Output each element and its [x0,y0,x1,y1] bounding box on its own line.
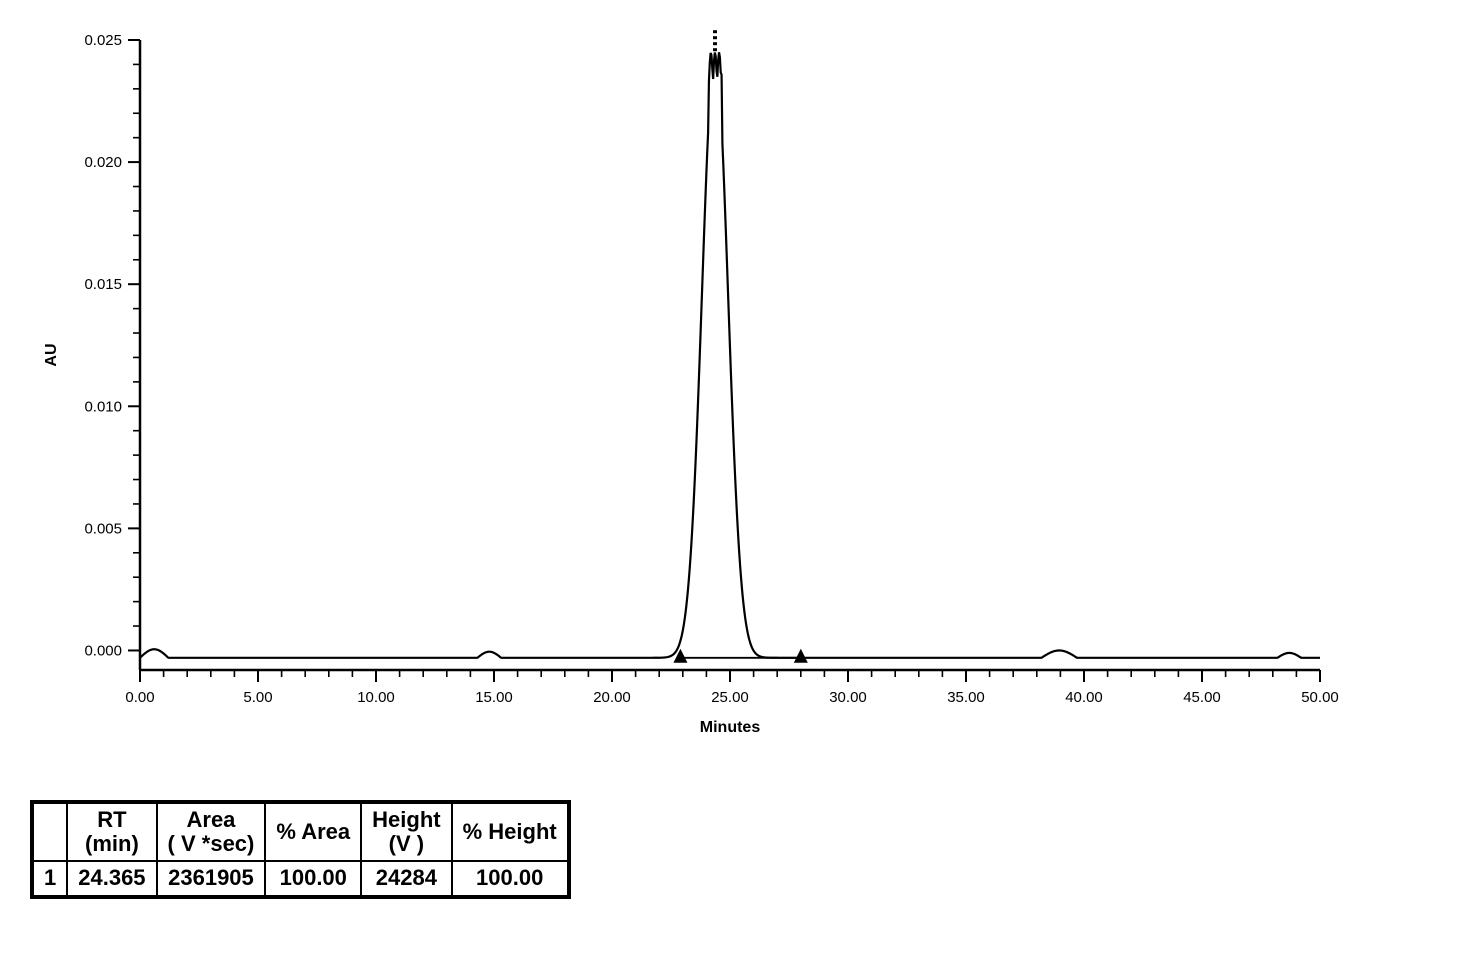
svg-text:Minutes: Minutes [700,719,761,736]
chromatogram-svg: 0.00 5.00 10.00 15.00 20.00 25.00 30.00 35.00 40… [30,20,1340,750]
chromatogram-chart: 0.00 5.00 10.00 15.00 20.00 25.00 30.00 35.00 40… [30,20,1340,750]
peak-table-wrap: RT(min)Area( V *sec)% AreaHeight(V )% He… [30,800,571,899]
svg-text:0.020: 0.020 [84,154,122,171]
svg-text:40.00: 40.00 [1065,689,1103,706]
peak-table-header: % Height [452,802,569,861]
page: 0.00 5.00 10.00 15.00 20.00 25.00 30.00 35.00 40… [0,0,1480,976]
svg-text:20.00: 20.00 [593,689,631,706]
peak-table-header: RT(min) [67,802,156,861]
peak-table-cell: 24.365 [67,861,156,896]
svg-text:30.00: 30.00 [829,689,867,706]
svg-text:0.000: 0.000 [84,642,122,659]
svg-text:50.00: 50.00 [1301,689,1339,706]
svg-text:AU: AU [43,343,60,366]
peak-table-header: Area( V *sec) [157,802,266,861]
peak-table-cell: 2361905 [157,861,266,896]
svg-text:45.00: 45.00 [1183,689,1221,706]
peak-table-header [32,802,67,861]
svg-text:10.00: 10.00 [357,689,395,706]
peak-table: RT(min)Area( V *sec)% AreaHeight(V )% He… [30,800,571,899]
peak-table-cell: 100.00 [265,861,361,896]
peak-table-header: % Area [265,802,361,861]
svg-text:0.025: 0.025 [84,32,122,49]
peak-table-header: Height(V ) [361,802,451,861]
table-row: 124.3652361905100.0024284100.00 [32,861,569,896]
peak-table-cell: 1 [32,861,67,896]
svg-text:0.005: 0.005 [84,520,122,537]
svg-text:35.00: 35.00 [947,689,985,706]
svg-text:25.00: 25.00 [711,689,749,706]
svg-text:0.015: 0.015 [84,276,122,293]
peak-table-cell: 100.00 [452,861,569,896]
svg-text:0.010: 0.010 [84,398,122,415]
svg-text:0.00: 0.00 [125,689,154,706]
peak-table-cell: 24284 [361,861,451,896]
svg-text:5.00: 5.00 [243,689,272,706]
svg-text:15.00: 15.00 [475,689,513,706]
